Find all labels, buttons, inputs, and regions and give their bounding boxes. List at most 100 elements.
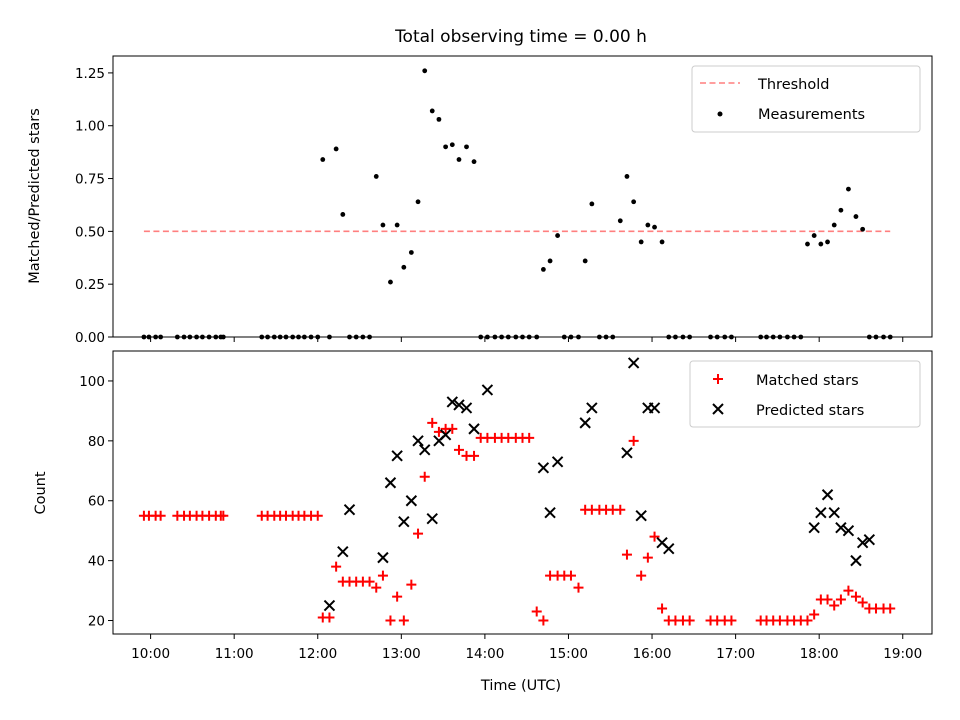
top-panel-frame [112,55,933,338]
matched-star-marker [835,594,846,605]
predicted-star-marker [835,521,847,534]
matched-star-marker [377,570,388,581]
legend-predicted-marker [712,403,724,415]
measurement-point [825,239,830,245]
measurement-point [631,199,637,205]
top-y-tick-label: 0.50 [75,224,105,240]
measurement-point [456,157,462,162]
bottom-x-tick-label: 18:00 [800,646,839,662]
measurement-point [373,174,379,179]
predicted-star-marker [856,536,869,549]
matched-star-marker [850,591,861,602]
predicted-star-marker [481,384,494,396]
predicted-star-marker [377,551,389,564]
measurement-point [394,222,400,228]
predicted-star-marker [551,456,564,468]
predicted-star-marker [648,402,661,414]
bottom-panel-y-label: Count [33,471,49,514]
predicted-star-marker [426,512,438,525]
measurement-point [429,108,435,114]
measurement-point [582,258,588,264]
bottom-x-tick-label: 10:00 [131,646,170,662]
measurement-point [422,68,428,74]
predicted-star-marker [384,477,397,489]
measurement-point [645,222,651,228]
top-panel-y-label: Matched/Predicted stars [27,108,43,284]
measurement-point [860,226,866,232]
matched-star-marker [657,603,668,614]
predicted-star-marker [627,357,640,369]
predicted-star-marker [337,545,349,558]
matched-star-marker [538,615,549,626]
matched-star-marker [636,570,647,581]
matched-star-marker [413,528,424,539]
matched-star-marker [392,591,403,602]
matched-star-marker [885,603,896,614]
matched-star-marker [615,504,626,515]
measurement-point [659,239,665,245]
top-panel-title: Total observing time = 0.00 h [394,27,647,47]
legend-matched-swatch [713,374,723,384]
matched-star-marker [628,435,639,446]
bottom-x-tick-label: 19:00 [883,646,922,662]
top-panel: Total observing time = 0.00 h Matched/Pr… [27,27,933,346]
bottom-x-tick-label: 15:00 [549,646,588,662]
bottom-y-tick-label: 20 [88,614,105,630]
measurement-point [415,199,421,205]
predicted-star-marker [544,507,556,519]
bottom-y-tick-label: 40 [88,554,105,570]
predicted-star-marker [323,599,336,612]
predicted-star-marker [808,521,820,534]
bottom-x-tick-label: 17:00 [716,646,755,662]
measurement-point [436,116,442,122]
matched-star-marker [385,615,396,626]
predicted-star-marker [635,510,647,522]
measurement-point [811,233,817,238]
matched-star-marker [809,609,820,620]
predicted-star-marker [815,507,827,519]
predicted-star-marker [460,402,473,414]
bottom-legend: Matched stars Predicted stars [689,360,921,428]
bottom-y-tick-label: 100 [79,374,105,390]
measurement-point [831,222,837,228]
predicted-star-marker [586,402,598,414]
matched-star-marker [398,615,409,626]
predicted-star-marker [446,396,459,408]
matched-star-marker [453,444,464,455]
predicted-star-marker [621,447,633,459]
predicted-star-marker [863,533,876,546]
bottom-y-tick-label: 60 [88,494,105,510]
legend-predicted-label: Predicted stars [756,403,864,419]
top-y-tick-label: 1.00 [75,119,105,135]
measurement-point [443,144,449,150]
matched-star-marker [419,471,430,482]
bottom-panel-x-ticks: 10:00 11:00 12:00 13:00 14:00 15:00 16:00 17:00… [131,634,922,662]
measurement-point [320,157,326,162]
measurement-point [408,250,414,255]
top-y-tick-label: 0.75 [75,172,105,188]
measurement-point [624,174,630,179]
legend-predicted-swatch [712,403,724,415]
top-y-tick-label: 0.00 [75,330,105,346]
predicted-star-marker [821,489,834,501]
measurement-point [846,186,851,192]
matched-star-marker [565,570,576,581]
bottom-y-tick-label: 80 [88,434,105,450]
matched-star-marker [524,432,535,443]
matched-star-marker [218,510,229,521]
measurement-point [464,144,469,150]
measurement-point [388,279,393,285]
predicted-star-marker [468,423,480,435]
matched-star-marker [406,579,417,590]
matched-star-marker [642,552,653,563]
predicted-star-marker [439,429,452,441]
predicted-star-marker [398,515,410,528]
measurement-point [540,266,546,272]
predicted-star-marker [850,554,862,567]
measurement-point [333,146,339,152]
matched-star-marker [331,561,342,572]
top-y-tick-label: 0.25 [75,277,105,293]
predicted-star-marker [828,507,840,519]
